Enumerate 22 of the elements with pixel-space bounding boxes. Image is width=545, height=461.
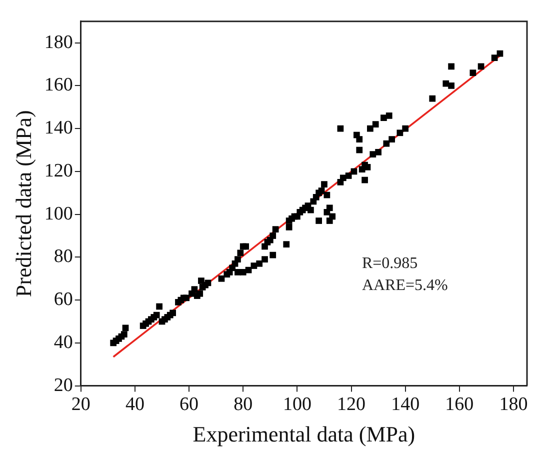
x-tick-label: 140 xyxy=(391,394,420,416)
y-tick-label: 140 xyxy=(44,118,73,139)
y-tick-label: 80 xyxy=(54,246,73,268)
x-tick-label: 180 xyxy=(499,394,528,416)
y-axis-title: Predicted data (MPa) xyxy=(10,110,36,298)
x-tick-label: 160 xyxy=(445,394,474,416)
y-tick-label: 40 xyxy=(54,332,73,353)
y-tick-label: 20 xyxy=(54,374,73,396)
y-tick-label: 160 xyxy=(44,74,73,96)
x-tick-label: 40 xyxy=(125,394,144,416)
x-tick-label: 120 xyxy=(337,394,366,416)
x-tick-label: 100 xyxy=(282,394,312,416)
x-tick-label: 20 xyxy=(71,394,90,416)
y-tick-label: 120 xyxy=(44,160,73,182)
x-tick-label: 80 xyxy=(234,394,253,416)
annotation: R=0.985 xyxy=(362,254,418,272)
y-tick-label: 100 xyxy=(44,203,73,224)
x-tick-label: 60 xyxy=(180,394,199,416)
y-tick-label: 60 xyxy=(54,289,73,310)
annotation: AARE=5.4% xyxy=(362,276,448,294)
x-axis-title: Experimental data (MPa) xyxy=(192,422,416,447)
y-tick-label: 180 xyxy=(44,32,73,53)
